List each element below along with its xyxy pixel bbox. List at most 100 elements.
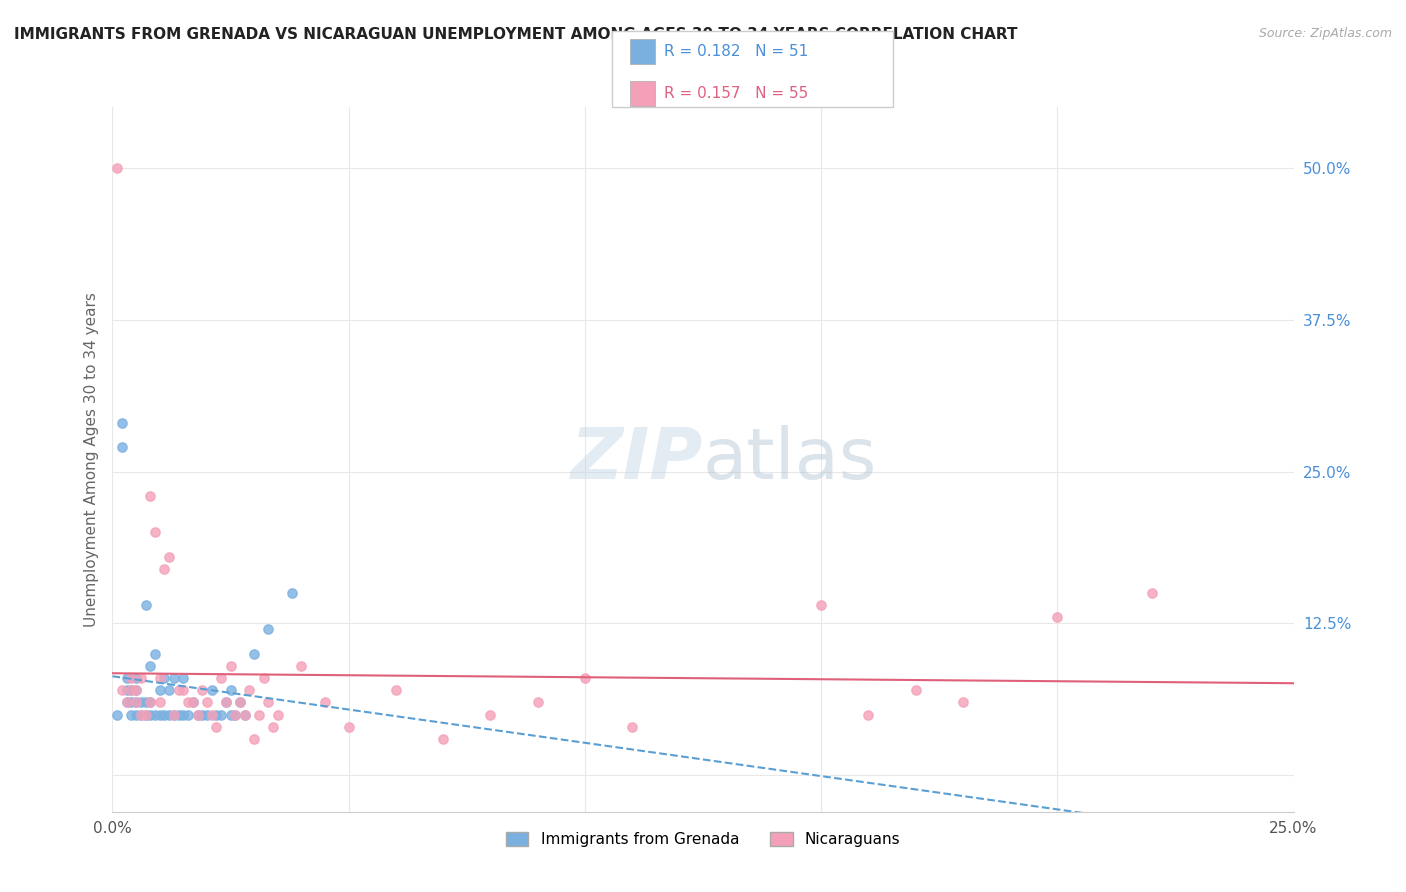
Point bbox=[177, 695, 200, 709]
Text: R = 0.157   N = 55: R = 0.157 N = 55 bbox=[664, 87, 808, 101]
Point bbox=[129, 671, 152, 685]
Point bbox=[314, 695, 336, 709]
Point bbox=[143, 525, 166, 540]
Point bbox=[1140, 586, 1163, 600]
Point bbox=[243, 647, 266, 661]
Point bbox=[139, 489, 162, 503]
Point bbox=[139, 695, 162, 709]
Text: ZIP: ZIP bbox=[571, 425, 703, 494]
Point bbox=[143, 707, 166, 722]
Point bbox=[1046, 610, 1069, 624]
Point bbox=[215, 695, 238, 709]
Point bbox=[186, 707, 208, 722]
Legend: Immigrants from Grenada, Nicaraguans: Immigrants from Grenada, Nicaraguans bbox=[499, 826, 907, 854]
Point bbox=[191, 683, 214, 698]
Point bbox=[621, 720, 644, 734]
Point bbox=[904, 683, 927, 698]
Point bbox=[290, 659, 312, 673]
Point bbox=[129, 695, 152, 709]
Point bbox=[247, 707, 270, 722]
Point bbox=[115, 695, 138, 709]
Point bbox=[149, 695, 172, 709]
Point bbox=[201, 707, 224, 722]
Point bbox=[129, 707, 152, 722]
Text: IMMIGRANTS FROM GRENADA VS NICARAGUAN UNEMPLOYMENT AMONG AGES 30 TO 34 YEARS COR: IMMIGRANTS FROM GRENADA VS NICARAGUAN UN… bbox=[14, 27, 1018, 42]
Point bbox=[139, 695, 162, 709]
Point bbox=[167, 683, 190, 698]
Point bbox=[105, 161, 128, 175]
Point bbox=[125, 695, 148, 709]
Point bbox=[224, 707, 246, 722]
Point bbox=[135, 598, 157, 612]
Point bbox=[139, 659, 162, 673]
Point bbox=[281, 586, 304, 600]
Point bbox=[125, 707, 148, 722]
Point bbox=[229, 695, 252, 709]
Point bbox=[111, 416, 134, 430]
Point bbox=[120, 695, 142, 709]
Point bbox=[163, 671, 186, 685]
Point bbox=[385, 683, 408, 698]
Point bbox=[135, 707, 157, 722]
Text: atlas: atlas bbox=[703, 425, 877, 494]
Point bbox=[195, 695, 218, 709]
Point bbox=[233, 707, 256, 722]
Point bbox=[125, 695, 148, 709]
Point bbox=[157, 549, 180, 564]
Point bbox=[238, 683, 260, 698]
Point bbox=[172, 683, 194, 698]
Point bbox=[224, 707, 246, 722]
Point bbox=[120, 683, 142, 698]
Point bbox=[219, 683, 242, 698]
Point bbox=[205, 720, 228, 734]
Point bbox=[209, 671, 232, 685]
Text: Source: ZipAtlas.com: Source: ZipAtlas.com bbox=[1258, 27, 1392, 40]
Point bbox=[153, 562, 176, 576]
Text: R = 0.182   N = 51: R = 0.182 N = 51 bbox=[664, 45, 808, 59]
Point bbox=[149, 707, 172, 722]
Point bbox=[186, 707, 208, 722]
Point bbox=[149, 683, 172, 698]
Point bbox=[125, 683, 148, 698]
Point bbox=[125, 671, 148, 685]
Point bbox=[219, 659, 242, 673]
Point bbox=[172, 707, 194, 722]
Point bbox=[115, 683, 138, 698]
Point bbox=[267, 707, 290, 722]
Point bbox=[195, 707, 218, 722]
Point bbox=[120, 707, 142, 722]
Point bbox=[120, 683, 142, 698]
Point bbox=[574, 671, 596, 685]
Point bbox=[257, 623, 280, 637]
Point bbox=[262, 720, 284, 734]
Point bbox=[219, 707, 242, 722]
Point bbox=[205, 707, 228, 722]
Point bbox=[143, 647, 166, 661]
Point bbox=[233, 707, 256, 722]
Point bbox=[135, 707, 157, 722]
Point bbox=[115, 695, 138, 709]
Point bbox=[111, 683, 134, 698]
Point bbox=[337, 720, 360, 734]
Point bbox=[125, 683, 148, 698]
Point bbox=[111, 440, 134, 454]
Y-axis label: Unemployment Among Ages 30 to 34 years: Unemployment Among Ages 30 to 34 years bbox=[83, 292, 98, 627]
Point bbox=[810, 598, 832, 612]
Point bbox=[191, 707, 214, 722]
Point bbox=[135, 695, 157, 709]
Point bbox=[139, 707, 162, 722]
Point bbox=[129, 707, 152, 722]
Point bbox=[201, 683, 224, 698]
Point bbox=[105, 707, 128, 722]
Point bbox=[163, 707, 186, 722]
Point bbox=[115, 671, 138, 685]
Point bbox=[181, 695, 204, 709]
Point bbox=[120, 671, 142, 685]
Point bbox=[257, 695, 280, 709]
Point bbox=[157, 707, 180, 722]
Point bbox=[163, 707, 186, 722]
Point bbox=[172, 671, 194, 685]
Point bbox=[149, 671, 172, 685]
Point bbox=[858, 707, 880, 722]
Point bbox=[432, 731, 454, 746]
